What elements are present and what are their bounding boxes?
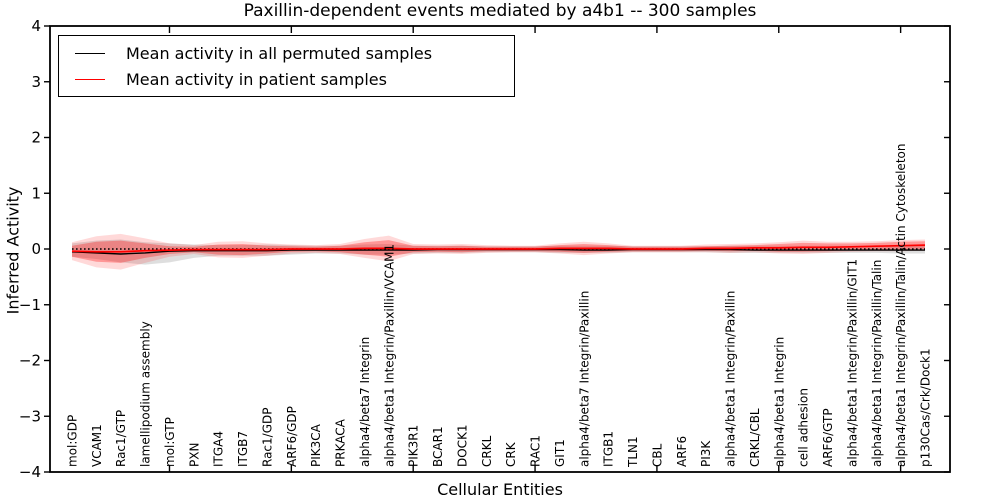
x-category-label: Rac1/GTP <box>114 410 128 467</box>
patient-mean-line <box>71 244 926 253</box>
y-tick-label: −1 <box>19 296 41 314</box>
x-category-label: PI3K <box>699 440 713 467</box>
x-category-label: VCAM1 <box>90 424 104 467</box>
x-category-label: BCAR1 <box>431 426 445 467</box>
legend-item-label: Mean activity in patient samples <box>126 69 387 89</box>
legend-line-black <box>75 52 105 54</box>
x-category-label: ARF6 <box>675 436 689 467</box>
x-category-label: mol:GTP <box>163 417 177 467</box>
patient-confidence-band-outer <box>72 233 925 270</box>
x-category-label: alpha4/beta7 Integrin <box>358 337 372 467</box>
patient-confidence-band-inner <box>72 240 925 263</box>
y-tick-label: −3 <box>19 407 41 425</box>
legend-item-label: Mean activity in all permuted samples <box>126 43 433 63</box>
x-category-label: ARF6/GDP <box>285 406 299 467</box>
x-category-label: ITGA4 <box>212 431 226 467</box>
y-tick-label: −4 <box>19 463 41 481</box>
legend-line-red <box>75 78 105 80</box>
x-category-label: PRKACA <box>334 418 348 467</box>
y-tick-label: 4 <box>31 17 41 35</box>
x-category-label: PIK3R1 <box>407 425 421 467</box>
x-category-label: p130Cas/Crk/Dock1 <box>919 348 933 467</box>
x-category-label: cell adhesion <box>797 388 811 467</box>
x-category-label: CBL <box>650 443 664 467</box>
x-category-label: RAC1 <box>529 435 543 467</box>
legend-box: Mean activity in all permuted samples Me… <box>58 35 515 97</box>
x-category-label: alpha4/beta1 Integrin/Paxillin <box>724 291 738 467</box>
x-category-label: PIK3CA <box>309 423 323 467</box>
x-category-label: GIT1 <box>553 439 567 467</box>
y-axis-label: Inferred Activity <box>3 186 23 315</box>
y-tick-label: 1 <box>31 184 41 202</box>
x-category-label: alpha4/beta1 Integrin <box>772 337 786 467</box>
x-category-label: ITGB7 <box>236 431 250 467</box>
x-category-label: ARF6/GTP <box>821 408 835 467</box>
x-category-label: DOCK1 <box>455 424 469 467</box>
x-category-label: alpha4/beta1 Integrin/Paxillin/Talin/Act… <box>894 144 908 467</box>
x-category-label: mol:GDP <box>66 415 80 467</box>
x-category-label: alpha4/beta1 Integrin/Paxillin/Talin <box>870 260 884 467</box>
x-category-label: CRKL/CBL <box>748 408 762 467</box>
permuted-confidence-band <box>72 239 925 265</box>
x-category-label: Rac1/GDP <box>260 408 274 467</box>
legend-item-patient: Mean activity in patient samples <box>75 67 514 91</box>
x-category-label: CRK <box>504 441 518 467</box>
x-category-label: alpha4/beta1 Integrin/Paxillin/VCAM1 <box>382 244 396 467</box>
x-category-label: lamellipodium assembly <box>139 321 153 467</box>
y-tick-label: 0 <box>31 240 41 258</box>
y-tick-label: 2 <box>31 129 41 147</box>
x-category-label: TLN1 <box>626 436 640 468</box>
x-category-label: alpha4/beta1 Integrin/Paxillin/GIT1 <box>845 259 859 467</box>
x-axis-label: Cellular Entities <box>437 480 563 499</box>
x-category-label: ITGB1 <box>602 431 616 467</box>
x-category-label: alpha4/beta7 Integrin/Paxillin <box>577 291 591 467</box>
legend-item-permuted: Mean activity in all permuted samples <box>75 41 514 65</box>
y-tick-label: 3 <box>31 73 41 91</box>
x-category-label: CRKL <box>480 435 494 467</box>
y-tick-label: −2 <box>19 352 41 370</box>
figure-title: Paxillin-dependent events mediated by a4… <box>243 1 757 21</box>
x-category-label: PXN <box>187 443 201 467</box>
